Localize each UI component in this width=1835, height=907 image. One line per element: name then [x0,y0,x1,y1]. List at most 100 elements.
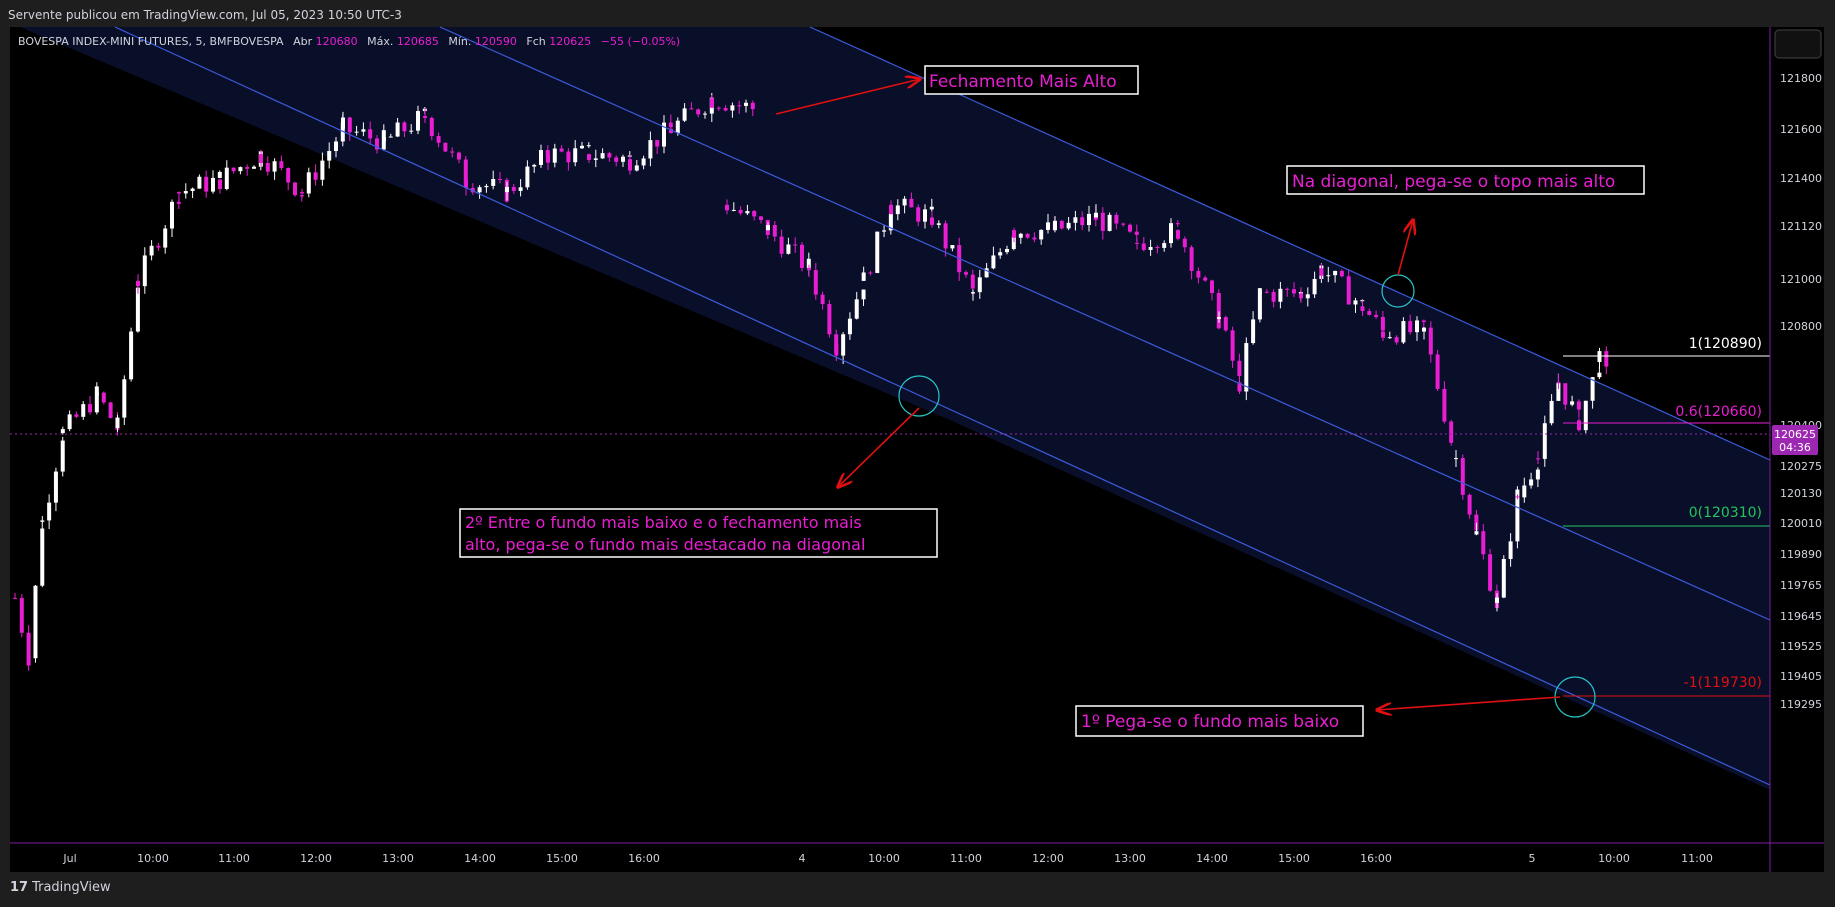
candle-body [272,161,277,172]
candle-body [436,136,441,143]
price-axis[interactable]: 1218001216001214001211201210001208001204… [1780,72,1822,711]
price-tick-label: 121800 [1780,72,1822,85]
candle-body [861,272,866,281]
candle-body [416,111,420,131]
candle-body [1299,293,1303,299]
candle-body [1415,320,1419,333]
candle-body [484,185,489,188]
candle-body [224,167,229,189]
candle-body [710,98,714,108]
candle-body [388,136,393,138]
time-tick-label: 12:00 [300,852,332,865]
annotation-diagonal-top[interactable]: Na diagonal, pega-se o topo mais alto [1286,165,1645,195]
candle-body [1305,294,1310,299]
annotation-highest-close[interactable]: Fechamento Mais Alto [924,65,1139,95]
candle-body [450,151,455,153]
time-tick-label: 16:00 [1360,852,1392,865]
channel-fill [20,27,1770,790]
candle-body [586,145,591,147]
candle-body [1114,214,1119,224]
candle-body [827,303,832,335]
candle-body [1408,321,1413,333]
candle-body [40,520,45,522]
candle-body [744,102,748,106]
candle-body [1360,306,1365,312]
candle-body [991,255,996,269]
candle-body [217,171,222,178]
candle-body [841,334,846,356]
candle-body [1556,382,1561,384]
candle-body [457,152,461,160]
channel-upper-line[interactable] [809,26,1771,461]
candle-body [847,318,852,335]
candle-body [1203,277,1208,281]
candle-body [730,105,735,111]
regression-channel[interactable] [114,26,1771,786]
candle-body [135,287,140,332]
candle-body [888,213,893,231]
candle-body [1182,238,1187,248]
change-value: −55 (−0.05%) [601,35,680,48]
candle-body [1428,327,1433,355]
candle-body [1454,458,1458,460]
candle-body [1128,224,1132,232]
candle-body [1319,268,1324,276]
high-label: Máx. [367,35,393,48]
channel-lower-line[interactable] [114,26,1771,786]
candle-body [293,182,297,196]
current-price-badge: 120625 04:36 [1772,425,1818,455]
candle-body [163,228,168,248]
time-tick-label: 11:00 [218,852,250,865]
candle-body [1032,237,1037,240]
candle-body [1535,469,1540,480]
time-tick-label: 15:00 [546,852,578,865]
candle-body [854,299,859,319]
candle-body [834,344,839,356]
candle-body [772,225,777,237]
candle-body [142,255,147,287]
axis-settings-button[interactable] [1774,29,1822,59]
candle-body [1394,337,1399,343]
candle-body [1401,321,1406,343]
time-tick-label: 10:00 [137,852,169,865]
footer-bar: 17 TradingView [0,872,1835,907]
candlestick-chart[interactable]: 1(120890) 0.6(120660) 0(120310) -1(11973… [0,0,1835,872]
candle-body [1474,514,1479,531]
candle-body [40,528,45,586]
candle-body [1460,458,1465,495]
open-value: 120680 [316,35,358,48]
candle-body [1223,317,1228,331]
candle-body [1053,220,1057,231]
time-tick-label: 15:00 [1278,852,1310,865]
candle-body [53,471,58,503]
tradingview-logo[interactable]: 17 TradingView [10,880,111,895]
candle-body [779,236,784,254]
candle-body [108,402,113,419]
channel-middle-line[interactable] [439,26,1771,621]
time-axis[interactable]: Jul 10:00 11:00 12:00 13:00 14:00 15:00 16:00 4 1… [62,852,1712,865]
candle-body [197,176,202,189]
low-circle-diagonal[interactable] [898,375,940,417]
candle-body [600,153,605,159]
candle-body [347,117,352,133]
annotation-second-step[interactable]: 2º Entre o fundo mais baixo e o fechamen… [459,508,938,558]
candle-body [204,176,209,192]
candle-body [47,502,52,521]
candle-body [1012,230,1016,238]
candle-body [1005,249,1009,253]
candle-body [354,131,359,133]
open-label: Abr [293,35,313,48]
candle-body [861,289,866,300]
time-tick-label: 14:00 [464,852,496,865]
candle-body [136,280,140,287]
candle-body [218,179,222,189]
candle-body [313,172,318,180]
candle-body [737,105,742,107]
candle-body [265,163,270,172]
time-tick-label: 11:00 [1681,852,1713,865]
candle-body [580,145,584,149]
annotation-first-step[interactable]: 1º Pega-se o fundo mais baixo [1075,705,1364,737]
price-tick-label: 121120 [1780,220,1822,233]
candle-body [368,129,373,139]
candle-body [984,268,989,278]
